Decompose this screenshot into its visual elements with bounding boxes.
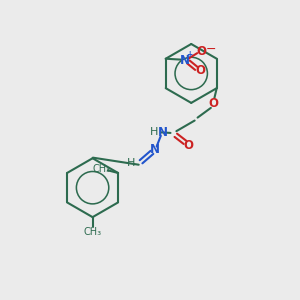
Text: H: H	[150, 127, 158, 137]
Text: O: O	[195, 64, 205, 77]
Text: O: O	[184, 139, 194, 152]
Text: N: N	[158, 126, 168, 139]
Text: O: O	[196, 45, 206, 58]
Text: −: −	[205, 44, 216, 56]
Text: CH₃: CH₃	[93, 164, 111, 173]
Text: O: O	[209, 97, 219, 110]
Text: CH₃: CH₃	[83, 227, 102, 237]
Text: N: N	[180, 54, 190, 67]
Text: +: +	[187, 50, 193, 59]
Text: N: N	[150, 143, 160, 156]
Text: H: H	[127, 158, 135, 168]
